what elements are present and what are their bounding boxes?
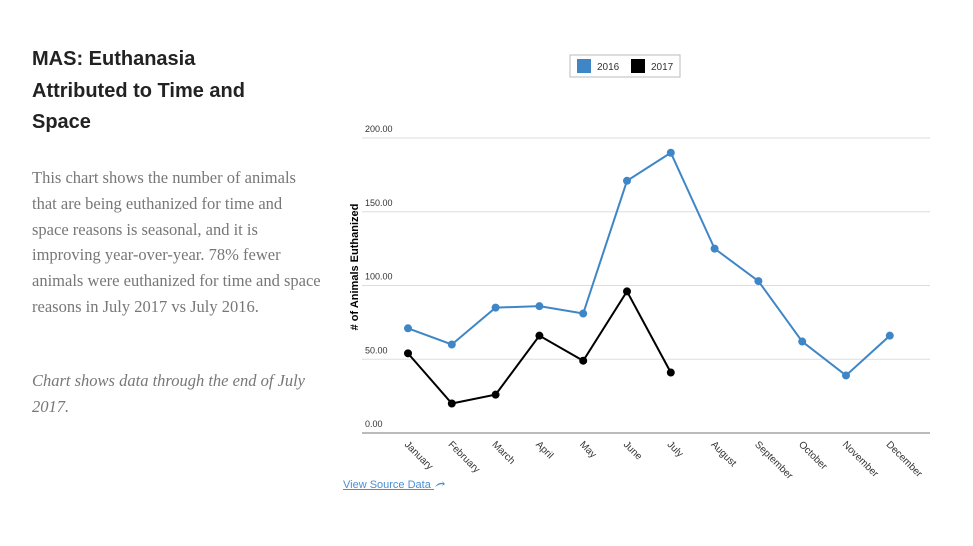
series-line [407, 151, 891, 377]
x-tick-label: March [489, 439, 516, 466]
data-point [623, 287, 631, 296]
x-tick-label: September [752, 439, 795, 482]
x-tick-label: August [708, 439, 738, 469]
y-tick-label: 150.00 [365, 198, 393, 208]
arrow-icon [434, 481, 445, 487]
x-tick-label: July [665, 439, 685, 459]
legend-box [569, 54, 681, 78]
data-point [579, 309, 588, 318]
data-point [404, 349, 412, 358]
y-tick-label: 0.00 [365, 419, 383, 429]
description: This chart shows the number of animals t… [32, 168, 321, 316]
data-point [754, 277, 763, 286]
page-title: MAS: Euthanasia Attributed to Time and S… [32, 48, 245, 133]
x-tick-label: December [884, 439, 925, 480]
legend-label: 2016 [597, 62, 620, 73]
data-point [666, 148, 675, 157]
x-tick-label: November [840, 439, 881, 480]
note: Chart shows data through the end of July… [32, 371, 306, 416]
data-point [623, 176, 631, 185]
data-point [842, 371, 850, 380]
x-tick-label: June [621, 439, 644, 462]
data-point [535, 302, 544, 311]
data-point [491, 303, 500, 312]
data-point [579, 356, 588, 365]
data-point [885, 331, 894, 340]
source-link[interactable]: View Source Data [343, 479, 446, 491]
data-point [447, 340, 456, 349]
data-point [404, 324, 412, 333]
data-point [710, 244, 719, 253]
y-tick-label: 50.00 [365, 345, 388, 355]
data-point [535, 331, 544, 340]
data-point [491, 390, 500, 399]
legend-swatch[interactable] [577, 59, 591, 73]
x-tick-label: April [533, 439, 555, 461]
x-tick-label: February [446, 439, 482, 475]
y-tick-label: 100.00 [365, 272, 393, 282]
x-tick-label: May [577, 439, 598, 460]
x-tick-label: October [796, 439, 829, 472]
data-point [798, 337, 807, 346]
data-point [447, 399, 456, 408]
data-point [666, 368, 675, 377]
y-axis-label: # of Animals Euthanized [349, 204, 361, 331]
x-tick-label: January [402, 439, 435, 472]
link-text: View Source Data [343, 479, 431, 491]
legend-label: 2017 [651, 62, 674, 73]
legend-swatch[interactable] [631, 59, 645, 73]
y-tick-label: 200.00 [365, 124, 393, 134]
